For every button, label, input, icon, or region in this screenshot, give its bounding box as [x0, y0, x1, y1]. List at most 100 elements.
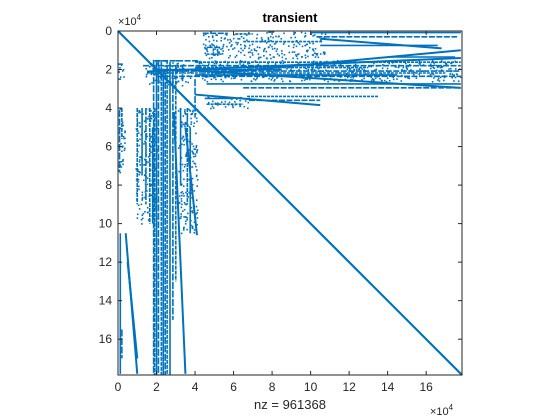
- plot-marks: [117, 30, 463, 376]
- nz-dot: [349, 67, 352, 70]
- nz-dot: [336, 60, 339, 62]
- nz-dot: [178, 170, 180, 173]
- nz-dot: [277, 35, 280, 38]
- nz-dot: [196, 212, 198, 214]
- y-tick-label: 2: [105, 63, 112, 77]
- nz-dot: [137, 122, 139, 124]
- nz-dot: [234, 56, 237, 58]
- nz-dot: [247, 51, 250, 54]
- nz-dot: [272, 31, 275, 33]
- nz-dot: [453, 74, 455, 76]
- nz-dot: [273, 43, 276, 45]
- nz-dot: [193, 162, 196, 165]
- nz-dot: [137, 213, 139, 216]
- nz-dot: [147, 156, 150, 158]
- nz-dot: [290, 36, 292, 39]
- nz-dot: [182, 115, 185, 117]
- nz-dot: [195, 205, 198, 208]
- nz-dot: [431, 81, 434, 83]
- nz-dot: [180, 77, 183, 80]
- nz-dot: [230, 77, 233, 80]
- nz-dot: [370, 79, 373, 81]
- nz-dot: [150, 194, 152, 197]
- nz-dot: [304, 56, 307, 59]
- nz-dot: [327, 80, 329, 83]
- nz-dot: [394, 61, 396, 63]
- nz-dot: [139, 164, 141, 166]
- x-tick-label: 0: [115, 380, 122, 394]
- nz-dot: [271, 48, 274, 50]
- nz-dot: [178, 202, 181, 204]
- nz-dot: [196, 151, 198, 154]
- nz-dot: [240, 47, 242, 50]
- nz-dot: [232, 37, 235, 40]
- nz-dot: [211, 56, 213, 59]
- nz-dot: [180, 198, 183, 200]
- nz-dot: [445, 63, 448, 65]
- nz-dot: [146, 190, 148, 192]
- nz-dot: [317, 70, 319, 73]
- nz-dot: [220, 37, 223, 39]
- nz-dot: [181, 121, 183, 124]
- nz-dot: [150, 117, 153, 120]
- nz-dot: [301, 79, 303, 82]
- nz-dot: [262, 50, 265, 52]
- nz-dot: [195, 175, 198, 178]
- nz-dot: [177, 110, 180, 112]
- nz-dot: [177, 66, 179, 68]
- nz-dot: [306, 50, 309, 53]
- nz-dot: [123, 76, 125, 78]
- nz-dot: [247, 101, 250, 104]
- nz-dot: [429, 73, 432, 76]
- nz-dot: [418, 62, 420, 64]
- nz-dot: [451, 73, 454, 75]
- nz-dot: [208, 36, 210, 38]
- nz-dot: [138, 208, 141, 210]
- nz-dot: [217, 54, 219, 56]
- nz-dot: [217, 102, 219, 104]
- nz-dot: [304, 44, 306, 47]
- y-tick-label: 14: [99, 294, 113, 308]
- nz-dot: [186, 228, 188, 231]
- nz-dot: [214, 76, 217, 78]
- nz-dot: [182, 169, 185, 172]
- nz-dot: [150, 183, 153, 186]
- nz-dot: [188, 191, 191, 194]
- nz-dot: [205, 54, 208, 57]
- nz-dot: [141, 194, 144, 196]
- x-exponent-power: 4: [449, 403, 454, 412]
- y-tick-label: 10: [99, 217, 113, 231]
- nz-dot: [329, 65, 331, 68]
- nz-dot: [215, 34, 217, 36]
- nz-dot: [196, 169, 198, 171]
- nz-dot: [183, 123, 185, 126]
- nz-dot: [135, 128, 138, 130]
- nz-dot: [191, 113, 194, 115]
- nz-dot: [212, 48, 215, 50]
- nz-dot: [312, 54, 315, 56]
- nz-dot: [122, 160, 124, 162]
- nz-dot: [453, 80, 455, 82]
- nz-dot: [144, 183, 147, 185]
- nz-dot: [201, 64, 204, 67]
- nz-dot: [294, 36, 297, 39]
- nz-dot: [271, 45, 273, 48]
- nz-dot: [190, 123, 192, 125]
- nz-dot: [215, 78, 217, 81]
- nz-dot: [274, 78, 276, 81]
- nz-dot: [196, 120, 198, 123]
- nz-dot: [184, 163, 186, 166]
- nz-dot: [222, 50, 224, 52]
- nz-dot: [250, 80, 253, 83]
- nz-dot: [186, 219, 188, 221]
- nz-dot: [146, 118, 149, 120]
- nz-dot: [141, 199, 143, 201]
- nz-dot: [316, 53, 319, 55]
- nz-dot: [138, 144, 140, 147]
- nz-dot: [267, 38, 270, 41]
- nz-dot: [188, 178, 190, 181]
- nz-dot: [249, 56, 252, 58]
- nz-dot: [195, 132, 197, 135]
- nz-dot: [145, 75, 148, 78]
- nz-dot: [208, 40, 211, 43]
